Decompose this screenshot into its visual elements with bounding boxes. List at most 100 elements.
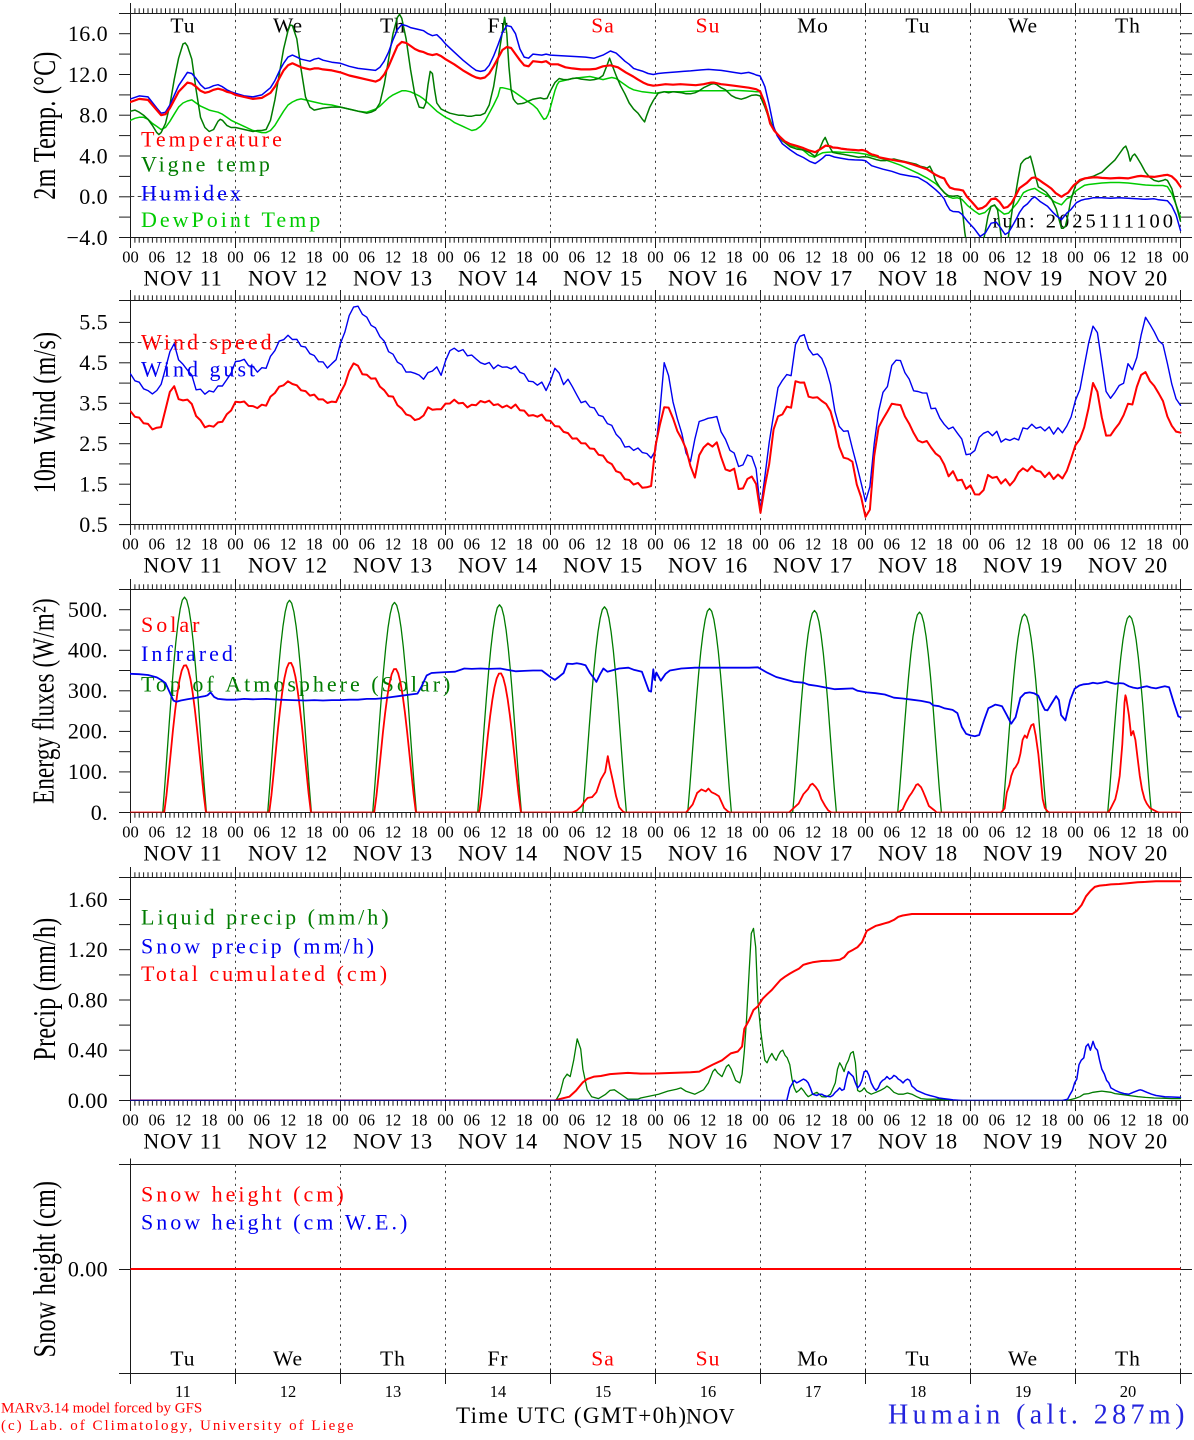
svg-text:Snow precip (mm/h): Snow precip (mm/h) [141,934,377,959]
svg-text:18: 18 [726,822,743,841]
svg-text:NOV 19: NOV 19 [983,841,1063,866]
svg-text:06: 06 [779,1110,796,1129]
svg-text:NOV 19: NOV 19 [983,553,1063,578]
svg-text:100.: 100. [68,759,108,784]
svg-text:18: 18 [831,822,848,841]
svg-text:18: 18 [621,822,638,841]
svg-text:(c) Lab. of Climatology, Unive: (c) Lab. of Climatology, University of L… [1,1418,355,1434]
svg-text:00: 00 [962,534,979,553]
svg-text:1.60: 1.60 [68,887,108,912]
svg-text:12: 12 [1120,534,1137,553]
svg-text:3.5: 3.5 [79,391,108,416]
svg-text:NOV 20: NOV 20 [1088,1129,1168,1154]
svg-text:12: 12 [595,1110,612,1129]
svg-text:00: 00 [227,247,244,266]
svg-text:10m Wind (m/s): 10m Wind (m/s) [28,332,63,494]
svg-text:Tu: Tu [905,14,930,38]
svg-text:00: 00 [857,534,874,553]
svg-text:06: 06 [359,1110,376,1129]
svg-text:18: 18 [831,1110,848,1129]
svg-text:06: 06 [884,1110,901,1129]
svg-text:18: 18 [306,247,323,266]
svg-text:00: 00 [227,534,244,553]
svg-text:15: 15 [595,1382,612,1401]
svg-text:18: 18 [831,247,848,266]
svg-text:11: 11 [175,1382,191,1401]
svg-text:00: 00 [122,247,139,266]
svg-text:12: 12 [700,1110,717,1129]
svg-text:00: 00 [227,822,244,841]
svg-text:−4.0: −4.0 [66,225,108,250]
svg-text:Vigne temp: Vigne temp [141,152,273,177]
svg-text:06: 06 [254,247,271,266]
svg-text:00: 00 [752,1110,769,1129]
svg-text:12: 12 [175,247,192,266]
svg-text:NOV 16: NOV 16 [668,1129,748,1154]
svg-text:12: 12 [805,534,822,553]
svg-text:12: 12 [385,822,402,841]
svg-text:12: 12 [805,1110,822,1129]
svg-text:Liquid precip (mm/h): Liquid precip (mm/h) [141,905,392,930]
svg-text:06: 06 [884,534,901,553]
svg-text:4.5: 4.5 [79,350,108,375]
svg-text:18: 18 [726,534,743,553]
svg-text:06: 06 [989,534,1006,553]
svg-text:Tu: Tu [905,1347,930,1371]
svg-text:12: 12 [1015,247,1032,266]
svg-text:06: 06 [989,247,1006,266]
svg-text:18: 18 [411,822,428,841]
svg-text:06: 06 [1094,1110,1111,1129]
svg-text:00: 00 [122,534,139,553]
svg-text:18: 18 [726,247,743,266]
svg-text:Tu: Tu [170,14,195,38]
svg-text:NOV 12: NOV 12 [248,266,328,291]
svg-text:00: 00 [752,822,769,841]
svg-text:1.20: 1.20 [68,937,108,962]
svg-text:12: 12 [385,247,402,266]
svg-text:06: 06 [884,822,901,841]
svg-text:0.80: 0.80 [68,987,108,1012]
svg-text:18: 18 [1146,1110,1163,1129]
svg-text:12: 12 [910,1110,927,1129]
svg-text:00: 00 [542,1110,559,1129]
svg-text:18: 18 [936,822,953,841]
svg-text:18: 18 [1146,822,1163,841]
svg-text:Snow height (cm): Snow height (cm) [141,1182,347,1207]
svg-text:00: 00 [752,247,769,266]
svg-text:NOV 18: NOV 18 [878,841,958,866]
svg-text:NOV 17: NOV 17 [773,266,853,291]
svg-text:NOV 11: NOV 11 [143,841,222,866]
svg-text:Precip (mm/h): Precip (mm/h) [28,917,63,1060]
svg-text:12: 12 [280,822,297,841]
svg-text:NOV 19: NOV 19 [983,1129,1063,1154]
svg-text:00: 00 [332,247,349,266]
svg-text:Energy fluxes (W/m²): Energy fluxes (W/m²) [26,598,60,804]
svg-text:00: 00 [857,1110,874,1129]
svg-text:18: 18 [201,247,218,266]
svg-text:Su: Su [696,1347,721,1371]
svg-text:12: 12 [700,822,717,841]
svg-text:18: 18 [936,1110,953,1129]
svg-text:DewPoint Temp: DewPoint Temp [141,207,323,232]
svg-text:12: 12 [1120,1110,1137,1129]
svg-text:00: 00 [1172,822,1189,841]
svg-text:NOV 19: NOV 19 [983,266,1063,291]
svg-text:00: 00 [752,534,769,553]
svg-text:00: 00 [122,1110,139,1129]
svg-text:12: 12 [910,247,927,266]
svg-text:18: 18 [411,1110,428,1129]
svg-text:12: 12 [490,822,507,841]
svg-text:12: 12 [280,1110,297,1129]
svg-text:Wind speed: Wind speed [141,329,275,354]
svg-text:16.0: 16.0 [68,21,108,46]
svg-text:18: 18 [306,534,323,553]
svg-text:18: 18 [1041,247,1058,266]
svg-text:06: 06 [359,534,376,553]
svg-text:06: 06 [254,822,271,841]
svg-text:12: 12 [1015,822,1032,841]
svg-text:12: 12 [175,822,192,841]
svg-text:0.00: 0.00 [68,1088,108,1113]
svg-text:12: 12 [595,534,612,553]
svg-text:Mo: Mo [797,1347,829,1371]
svg-text:06: 06 [1094,822,1111,841]
